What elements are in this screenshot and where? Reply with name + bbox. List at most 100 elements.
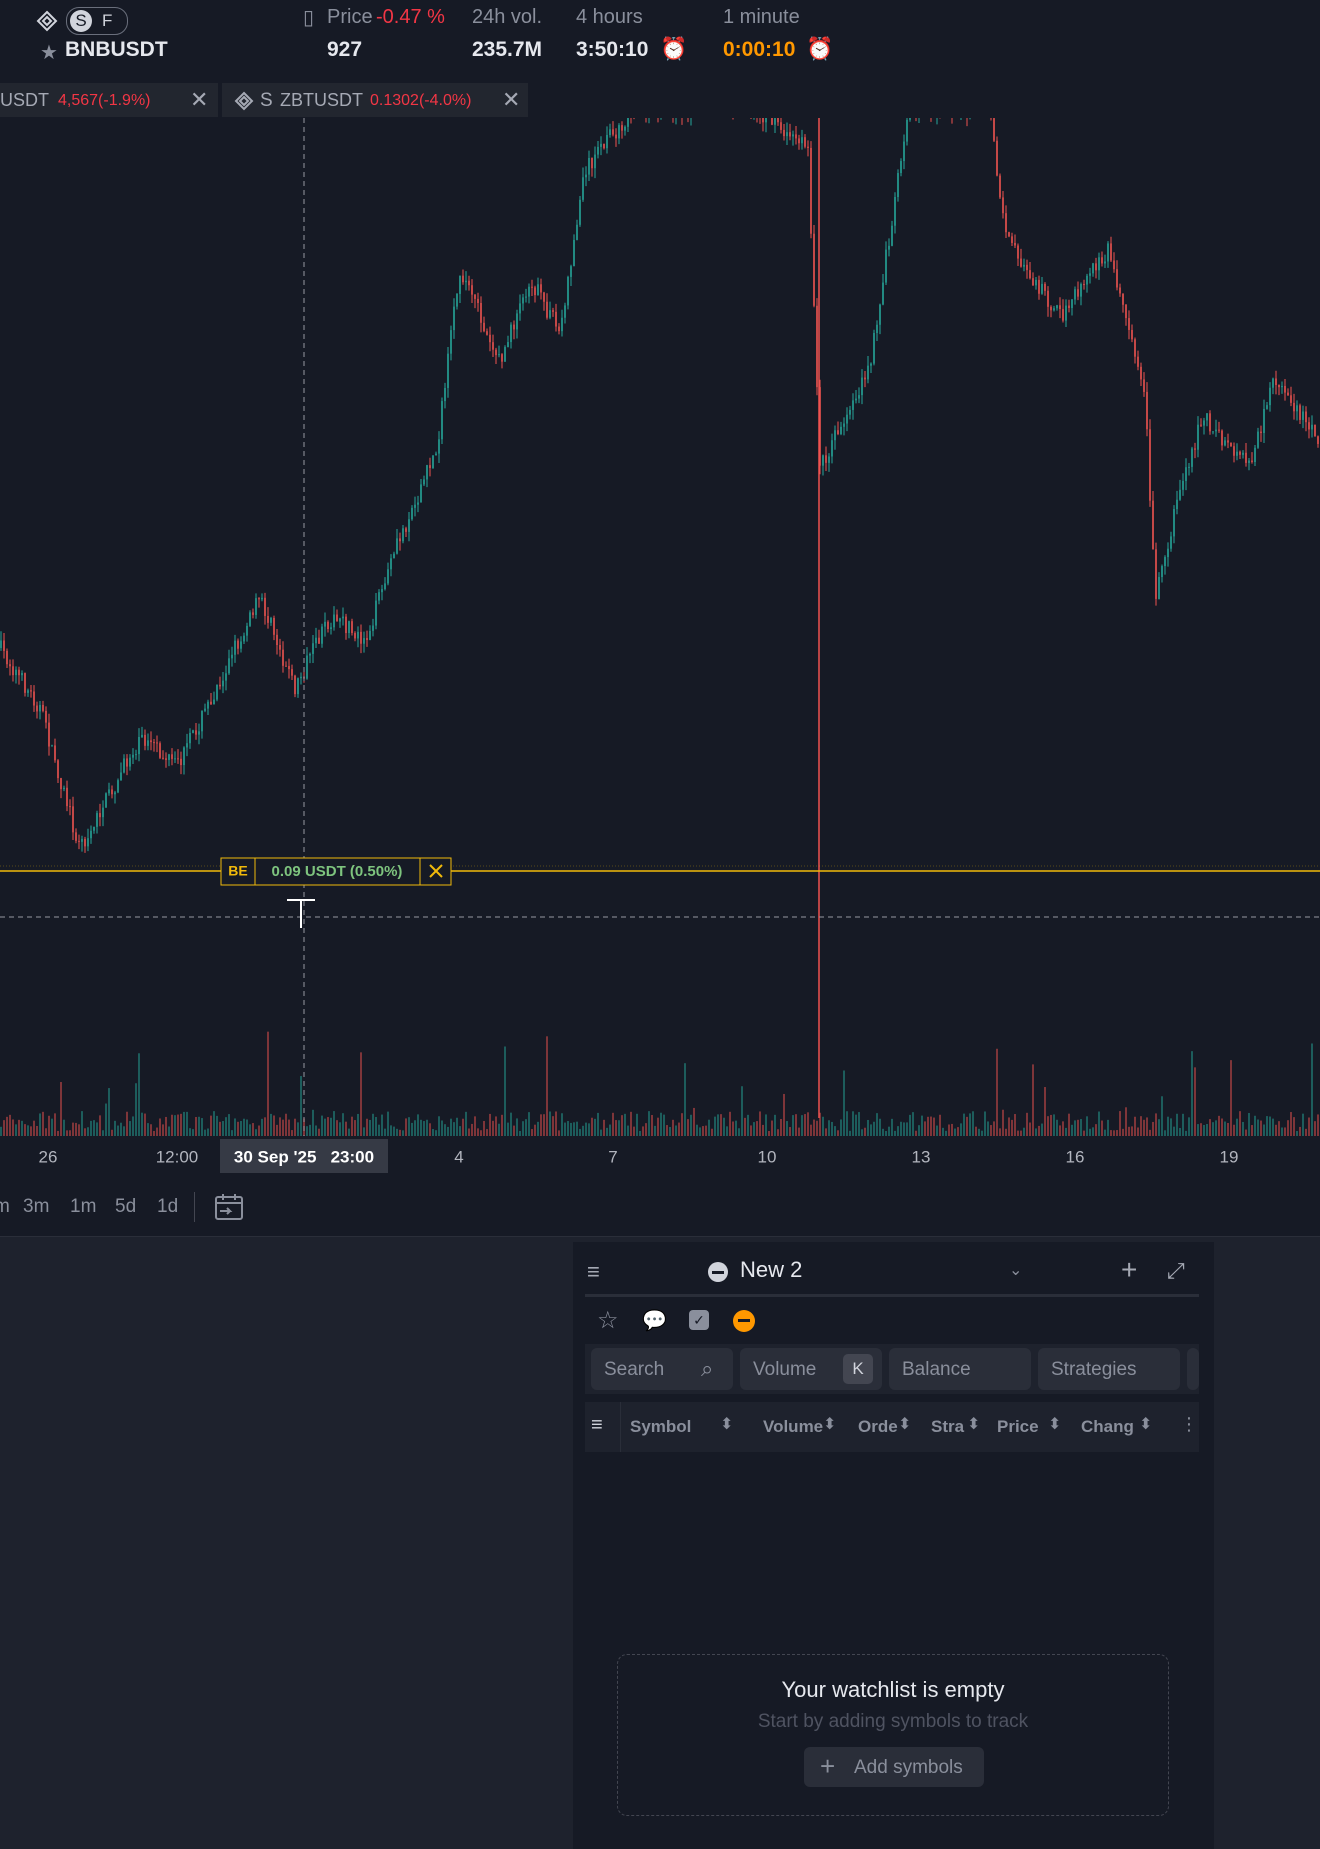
volume-bar: [105, 1103, 107, 1136]
volume-bar: [1152, 1121, 1154, 1136]
sort-icon[interactable]: ⬍: [967, 1416, 981, 1433]
order-close[interactable]: [429, 864, 443, 878]
sort-icon[interactable]: ⬍: [1139, 1416, 1153, 1433]
volume-bar: [1269, 1116, 1271, 1136]
dropdown-icon[interactable]: ⌄: [1009, 1262, 1023, 1279]
volume-bar: [1161, 1096, 1163, 1136]
candle-body: [102, 807, 104, 818]
candle-body: [75, 832, 77, 841]
volume-bar: [810, 1124, 812, 1136]
candle-body: [384, 583, 386, 590]
add-icon[interactable]: +: [1121, 1254, 1138, 1285]
volume-bar: [867, 1119, 869, 1136]
candle-body: [1110, 243, 1112, 261]
candle-body: [1032, 278, 1034, 286]
volume-bar: [573, 1122, 575, 1136]
candle-body: [600, 143, 602, 147]
volume-bar: [1155, 1113, 1157, 1136]
column[interactable]: Orde: [858, 1417, 898, 1436]
sort-icon[interactable]: ⬍: [898, 1416, 912, 1433]
column[interactable]: Price: [997, 1417, 1039, 1436]
volume-bar: [132, 1116, 134, 1136]
timeframe[interactable]: 1m: [70, 1196, 97, 1217]
add-button[interactable]: + Add symbols: [804, 1747, 984, 1787]
timeframe[interactable]: 1d: [157, 1196, 179, 1217]
sort-icon[interactable]: ⬍: [720, 1416, 734, 1433]
filter[interactable]: Volume K: [740, 1348, 882, 1390]
candle-body: [1023, 264, 1025, 267]
search-box[interactable]: Search ⌕: [591, 1348, 733, 1390]
empty-subtitle: Start by adding symbols to track: [757, 1711, 1029, 1732]
tab[interactable]: USDT 4,567(-1.9%) ✕: [0, 83, 218, 117]
candle-body: [573, 239, 575, 267]
volume-bar: [1221, 1118, 1223, 1136]
filter[interactable]: [1187, 1348, 1199, 1390]
candle-body: [783, 129, 785, 137]
column[interactable]: Symbol: [630, 1417, 692, 1436]
alarm-icon[interactable]: ⏰: [806, 36, 834, 61]
volume-bar: [168, 1126, 170, 1136]
volume-bar: [585, 1122, 587, 1136]
order-label-box[interactable]: [220, 857, 452, 886]
candle-body: [468, 280, 470, 286]
tab-close[interactable]: ✕: [502, 87, 521, 112]
volume-bar: [102, 1130, 104, 1136]
alarm-icon[interactable]: ⏰: [660, 36, 688, 61]
volume-bar: [858, 1112, 860, 1136]
volume-bar: [1248, 1113, 1250, 1136]
candle-body: [1185, 467, 1187, 481]
sort-icon[interactable]: ⬍: [1048, 1416, 1062, 1433]
filter-unit[interactable]: K: [843, 1354, 873, 1384]
expand-icon[interactable]: ⤢: [1167, 1258, 1185, 1283]
volume-bar: [15, 1124, 17, 1136]
favorite-star[interactable]: ★: [40, 42, 58, 64]
candle-body: [555, 311, 557, 327]
volume-bar: [786, 1121, 788, 1136]
filter[interactable]: Strategies: [1038, 1348, 1180, 1390]
candle-body: [1227, 440, 1229, 443]
chat-icon[interactable]: 💬: [642, 1310, 667, 1332]
candle-body: [1059, 305, 1061, 310]
column[interactable]: Volume: [763, 1417, 824, 1436]
candle-body: [285, 665, 287, 667]
check-icon[interactable]: ✓: [689, 1310, 709, 1330]
x-axis-label: 16: [1066, 1147, 1085, 1166]
volume-bar: [1284, 1127, 1286, 1136]
crosshair-label-bg: [220, 1139, 388, 1173]
candle-body: [195, 730, 197, 735]
candle-body: [1095, 263, 1097, 271]
volume-bar: [6, 1116, 8, 1136]
watchlist-title[interactable]: New 2: [740, 1257, 803, 1282]
candle-body: [588, 158, 590, 175]
volume-bar: [756, 1121, 758, 1136]
price-change: -0.47 %: [376, 6, 445, 28]
column[interactable]: Stra: [931, 1417, 965, 1436]
candle-body: [1263, 408, 1265, 433]
spot-badge[interactable]: S: [70, 10, 92, 32]
tab-info: 4,567(-1.9%): [58, 92, 151, 109]
timeframe[interactable]: 5d: [115, 1196, 137, 1217]
volume-bar: [327, 1117, 329, 1136]
timeframe[interactable]: 3m: [23, 1196, 50, 1217]
list-filter-icon[interactable]: [733, 1310, 755, 1332]
menu-icon[interactable]: ≡: [587, 1259, 600, 1284]
tab[interactable]: S ZBTUSDT 0.1302(-4.0%) ✕: [222, 83, 528, 117]
more-icon[interactable]: ⋮: [1180, 1414, 1198, 1434]
filter[interactable]: Balance: [889, 1348, 1031, 1390]
candle-body: [825, 455, 827, 463]
candle-body: [1119, 287, 1121, 294]
timeframe[interactable]: m: [0, 1196, 10, 1217]
candle-body: [1029, 270, 1031, 279]
sort-icon[interactable]: ⬍: [823, 1416, 837, 1433]
volume-bar: [558, 1130, 560, 1136]
candle-body: [321, 626, 323, 644]
filter-icon[interactable]: ≡: [591, 1414, 603, 1436]
tab-close[interactable]: ✕: [190, 87, 209, 112]
market-toggle[interactable]: [66, 7, 128, 35]
column[interactable]: Chang: [1081, 1417, 1134, 1436]
star-icon[interactable]: ☆: [597, 1307, 619, 1334]
candle-body: [444, 387, 446, 402]
date-range-icon[interactable]: [214, 1192, 246, 1222]
candle-body: [381, 589, 383, 593]
futures-badge[interactable]: F: [102, 11, 113, 30]
